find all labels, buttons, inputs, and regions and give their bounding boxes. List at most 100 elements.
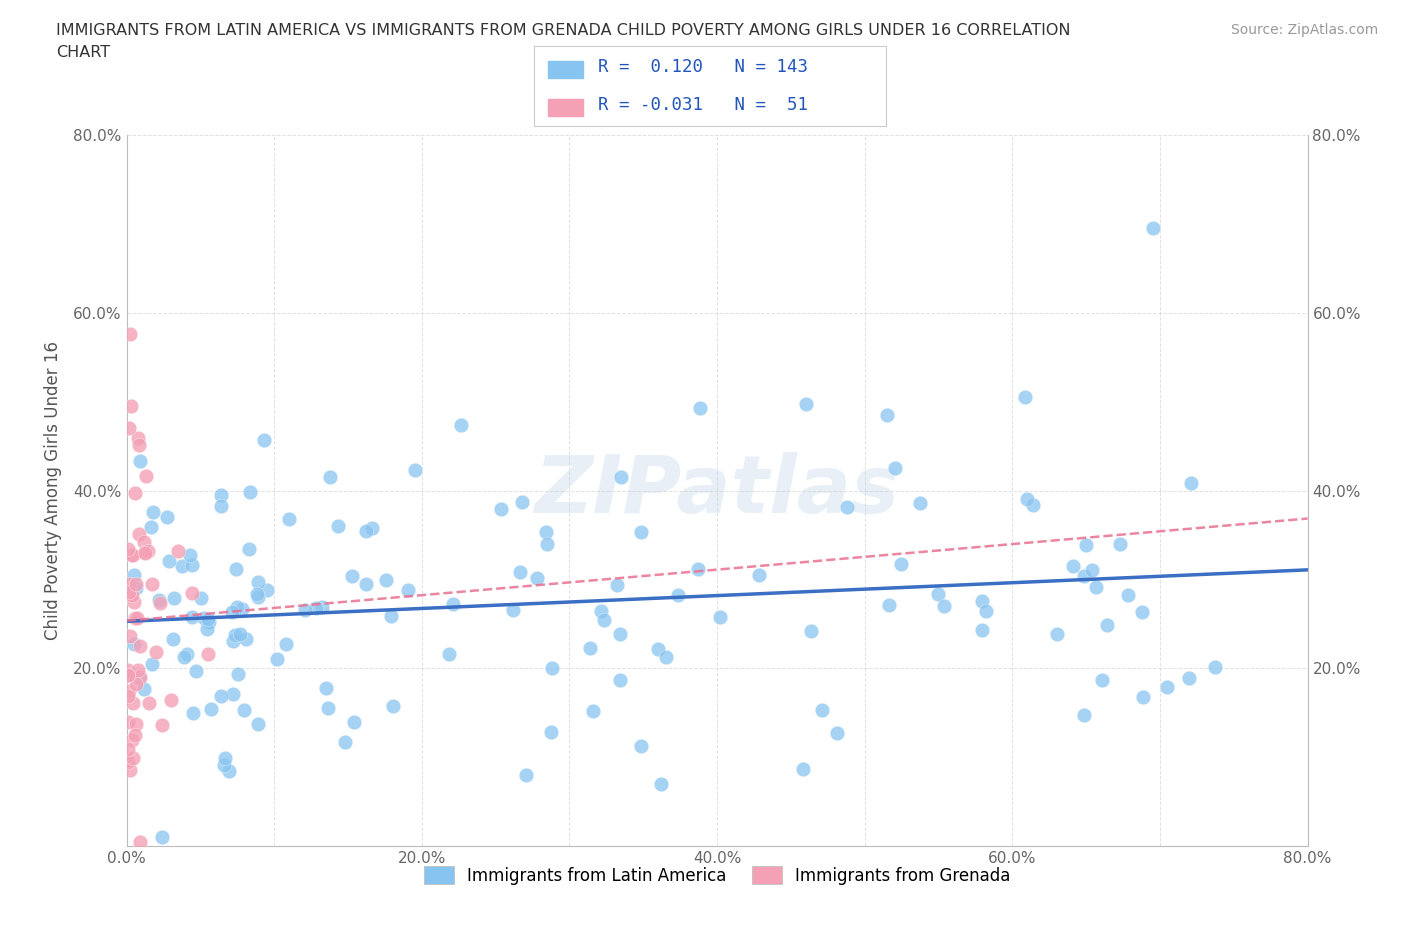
- Point: [200, 702, 222, 717]
- Point: [398, 582, 420, 597]
- Point: [1073, 707, 1095, 722]
- Point: [305, 601, 328, 616]
- Point: [278, 512, 301, 526]
- Text: R =  0.120   N = 143: R = 0.120 N = 143: [598, 58, 807, 76]
- Point: [221, 604, 243, 619]
- Point: [890, 556, 912, 571]
- Point: [509, 565, 531, 579]
- Point: [606, 578, 628, 593]
- Point: [124, 486, 146, 501]
- Point: [128, 454, 150, 469]
- Point: [211, 498, 233, 513]
- Point: [534, 525, 557, 539]
- Point: [142, 504, 165, 519]
- Point: [884, 460, 907, 475]
- Point: [124, 727, 146, 742]
- Bar: [548, 99, 583, 116]
- Y-axis label: Child Poverty Among Girls Under 16: Child Poverty Among Girls Under 16: [44, 341, 62, 640]
- Point: [1022, 498, 1045, 512]
- Point: [827, 725, 849, 740]
- Bar: [548, 60, 583, 78]
- Point: [128, 526, 150, 541]
- Point: [211, 688, 233, 703]
- Point: [138, 695, 160, 710]
- Point: [536, 537, 558, 551]
- Point: [502, 603, 524, 618]
- Point: [218, 764, 240, 778]
- Point: [1095, 618, 1118, 632]
- Point: [121, 588, 143, 603]
- Point: [121, 548, 143, 563]
- Point: [180, 585, 202, 600]
- Point: [120, 399, 142, 414]
- Point: [1130, 605, 1153, 620]
- Point: [1015, 492, 1038, 507]
- Point: [117, 668, 139, 683]
- Point: [356, 577, 378, 591]
- Point: [125, 611, 148, 626]
- Point: [1084, 579, 1107, 594]
- Point: [650, 777, 672, 791]
- Point: [1142, 220, 1164, 235]
- Point: [226, 667, 249, 682]
- Point: [335, 735, 357, 750]
- Point: [127, 662, 149, 677]
- Point: [380, 608, 402, 623]
- Point: [927, 587, 949, 602]
- Point: [128, 671, 150, 685]
- Point: [197, 646, 219, 661]
- Point: [316, 700, 339, 715]
- Point: [1132, 690, 1154, 705]
- Point: [156, 510, 179, 525]
- Point: [134, 546, 156, 561]
- Point: [214, 751, 236, 765]
- Point: [647, 642, 669, 657]
- Point: [118, 420, 141, 435]
- Point: [150, 718, 173, 733]
- Point: [135, 469, 157, 484]
- Point: [1116, 588, 1139, 603]
- Point: [274, 636, 297, 651]
- Point: [654, 650, 676, 665]
- Point: [609, 470, 631, 485]
- Point: [181, 557, 204, 572]
- Point: [340, 568, 363, 583]
- Point: [222, 686, 245, 701]
- Point: [540, 724, 562, 739]
- Point: [1156, 680, 1178, 695]
- Point: [193, 611, 215, 626]
- Point: [125, 580, 148, 595]
- Point: [579, 641, 602, 656]
- Point: [1073, 568, 1095, 583]
- Point: [792, 762, 814, 777]
- Point: [266, 652, 288, 667]
- Point: [630, 525, 652, 539]
- Point: [541, 660, 564, 675]
- Point: [197, 611, 219, 626]
- Point: [163, 591, 186, 605]
- Point: [609, 673, 631, 688]
- Point: [117, 663, 139, 678]
- Point: [256, 582, 278, 597]
- Point: [1204, 660, 1226, 675]
- Point: [246, 574, 269, 589]
- Point: [117, 577, 139, 591]
- Point: [159, 693, 181, 708]
- Point: [800, 623, 823, 638]
- Point: [167, 544, 190, 559]
- Point: [666, 587, 689, 602]
- Point: [117, 689, 139, 704]
- Point: [117, 714, 139, 729]
- Point: [141, 577, 163, 591]
- Point: [235, 632, 257, 647]
- Point: [229, 627, 252, 642]
- Point: [437, 646, 460, 661]
- Point: [450, 418, 472, 432]
- Point: [239, 485, 262, 499]
- Point: [404, 462, 426, 477]
- Text: Source: ZipAtlas.com: Source: ZipAtlas.com: [1230, 23, 1378, 37]
- Point: [176, 646, 198, 661]
- Point: [709, 609, 731, 624]
- Point: [170, 558, 193, 573]
- Point: [238, 541, 260, 556]
